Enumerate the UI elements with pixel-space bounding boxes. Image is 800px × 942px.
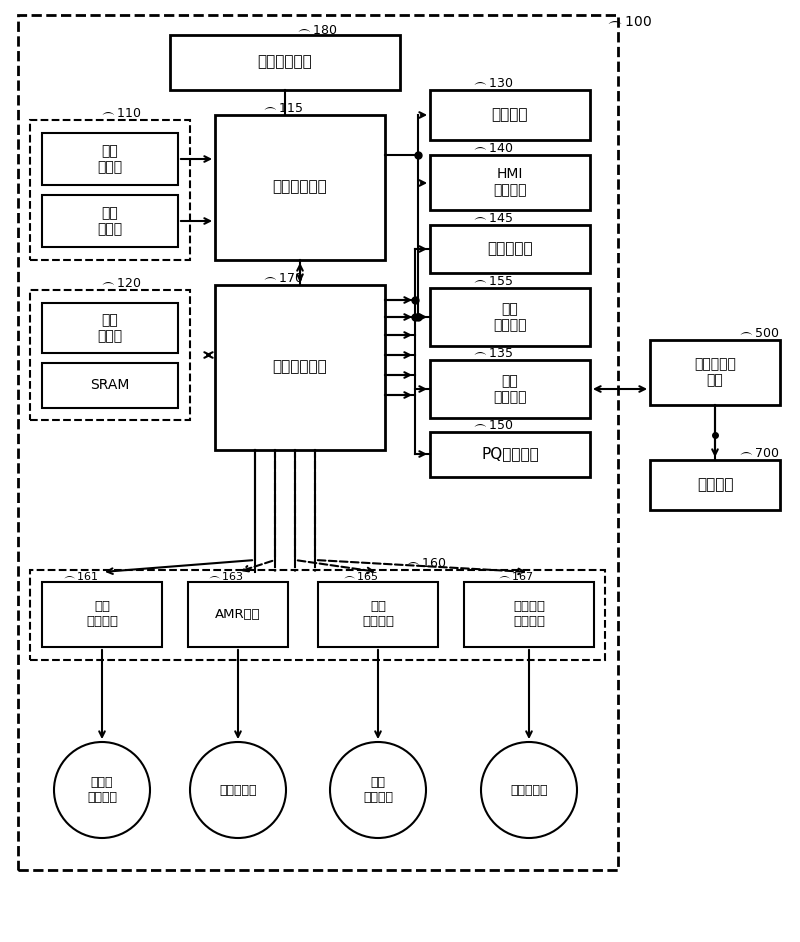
FancyBboxPatch shape: [188, 582, 288, 647]
Text: $\frown$145: $\frown$145: [471, 212, 513, 225]
Text: $\frown$180: $\frown$180: [295, 24, 338, 37]
Text: 设备计量表: 设备计量表: [219, 784, 257, 797]
Text: $\frown$165: $\frown$165: [341, 570, 379, 582]
FancyBboxPatch shape: [42, 363, 178, 408]
FancyBboxPatch shape: [650, 340, 780, 405]
Text: $\frown$500: $\frown$500: [737, 327, 779, 340]
Text: 主服务器: 主服务器: [697, 478, 734, 493]
Text: HMI
扩展端子: HMI 扩展端子: [494, 167, 526, 197]
FancyBboxPatch shape: [30, 290, 190, 420]
Text: 显示单元: 显示单元: [492, 107, 528, 122]
FancyBboxPatch shape: [464, 582, 594, 647]
Text: $\frown$155: $\frown$155: [471, 275, 513, 288]
FancyBboxPatch shape: [215, 285, 385, 450]
Text: $\frown$115: $\frown$115: [261, 102, 303, 115]
Text: AMR装置: AMR装置: [215, 608, 261, 621]
Text: 电流
传感器: 电流 传感器: [98, 144, 122, 174]
FancyBboxPatch shape: [318, 582, 438, 647]
Text: PQ扩展模块: PQ扩展模块: [481, 447, 539, 462]
Text: $\frown$170: $\frown$170: [261, 272, 303, 285]
FancyBboxPatch shape: [42, 582, 162, 647]
Text: $\frown$135: $\frown$135: [471, 347, 513, 360]
Text: SRAM: SRAM: [90, 378, 130, 392]
FancyBboxPatch shape: [430, 225, 590, 273]
FancyBboxPatch shape: [42, 133, 178, 185]
FancyBboxPatch shape: [215, 115, 385, 260]
FancyBboxPatch shape: [430, 155, 590, 210]
FancyBboxPatch shape: [430, 432, 590, 477]
Text: 需求
控制装置: 需求 控制装置: [86, 600, 118, 628]
FancyBboxPatch shape: [30, 570, 605, 660]
Text: $\frown$130: $\frown$130: [470, 77, 514, 90]
Text: 电压
传感器: 电压 传感器: [98, 206, 122, 236]
Text: $\frown$110: $\frown$110: [98, 107, 142, 120]
Text: 有线
通信模块: 有线 通信模块: [494, 301, 526, 333]
Text: $\frown$700: $\frown$700: [737, 447, 779, 460]
Text: $\frown$120: $\frown$120: [98, 277, 142, 290]
FancyBboxPatch shape: [30, 120, 190, 260]
Text: $\frown$140: $\frown$140: [470, 142, 514, 155]
Text: 上位
通信模块: 上位 通信模块: [494, 374, 526, 404]
Text: 负载及
家电控制: 负载及 家电控制: [87, 776, 117, 804]
Text: $\frown$160: $\frown$160: [404, 557, 446, 570]
Text: 设备
管制装置: 设备 管制装置: [362, 600, 394, 628]
Text: $\frown$100: $\frown$100: [605, 15, 652, 29]
FancyBboxPatch shape: [430, 360, 590, 418]
Text: 闪速
存储器: 闪速 存储器: [98, 313, 122, 343]
Text: 设备
状态信号: 设备 状态信号: [363, 776, 393, 804]
FancyBboxPatch shape: [650, 460, 780, 510]
Text: $\frown$161: $\frown$161: [61, 570, 99, 582]
FancyBboxPatch shape: [42, 195, 178, 247]
Text: 电气安全
监视装置: 电气安全 监视装置: [513, 600, 545, 628]
FancyBboxPatch shape: [42, 303, 178, 353]
FancyBboxPatch shape: [18, 15, 618, 870]
Text: 网关或中继
装置: 网关或中继 装置: [694, 357, 736, 387]
Text: 光通信模块: 光通信模块: [487, 241, 533, 256]
Text: 第一微处理器: 第一微处理器: [273, 360, 327, 375]
Text: $\frown$167: $\frown$167: [496, 570, 534, 582]
FancyBboxPatch shape: [430, 288, 590, 346]
FancyBboxPatch shape: [430, 90, 590, 140]
Text: 电异常信号: 电异常信号: [510, 784, 548, 797]
Text: $\frown$150: $\frown$150: [470, 419, 514, 432]
FancyBboxPatch shape: [170, 35, 400, 90]
Text: 第二微处理器: 第二微处理器: [273, 180, 327, 194]
Text: 电源稳定单元: 电源稳定单元: [258, 55, 312, 70]
Text: $\frown$163: $\frown$163: [206, 570, 244, 582]
